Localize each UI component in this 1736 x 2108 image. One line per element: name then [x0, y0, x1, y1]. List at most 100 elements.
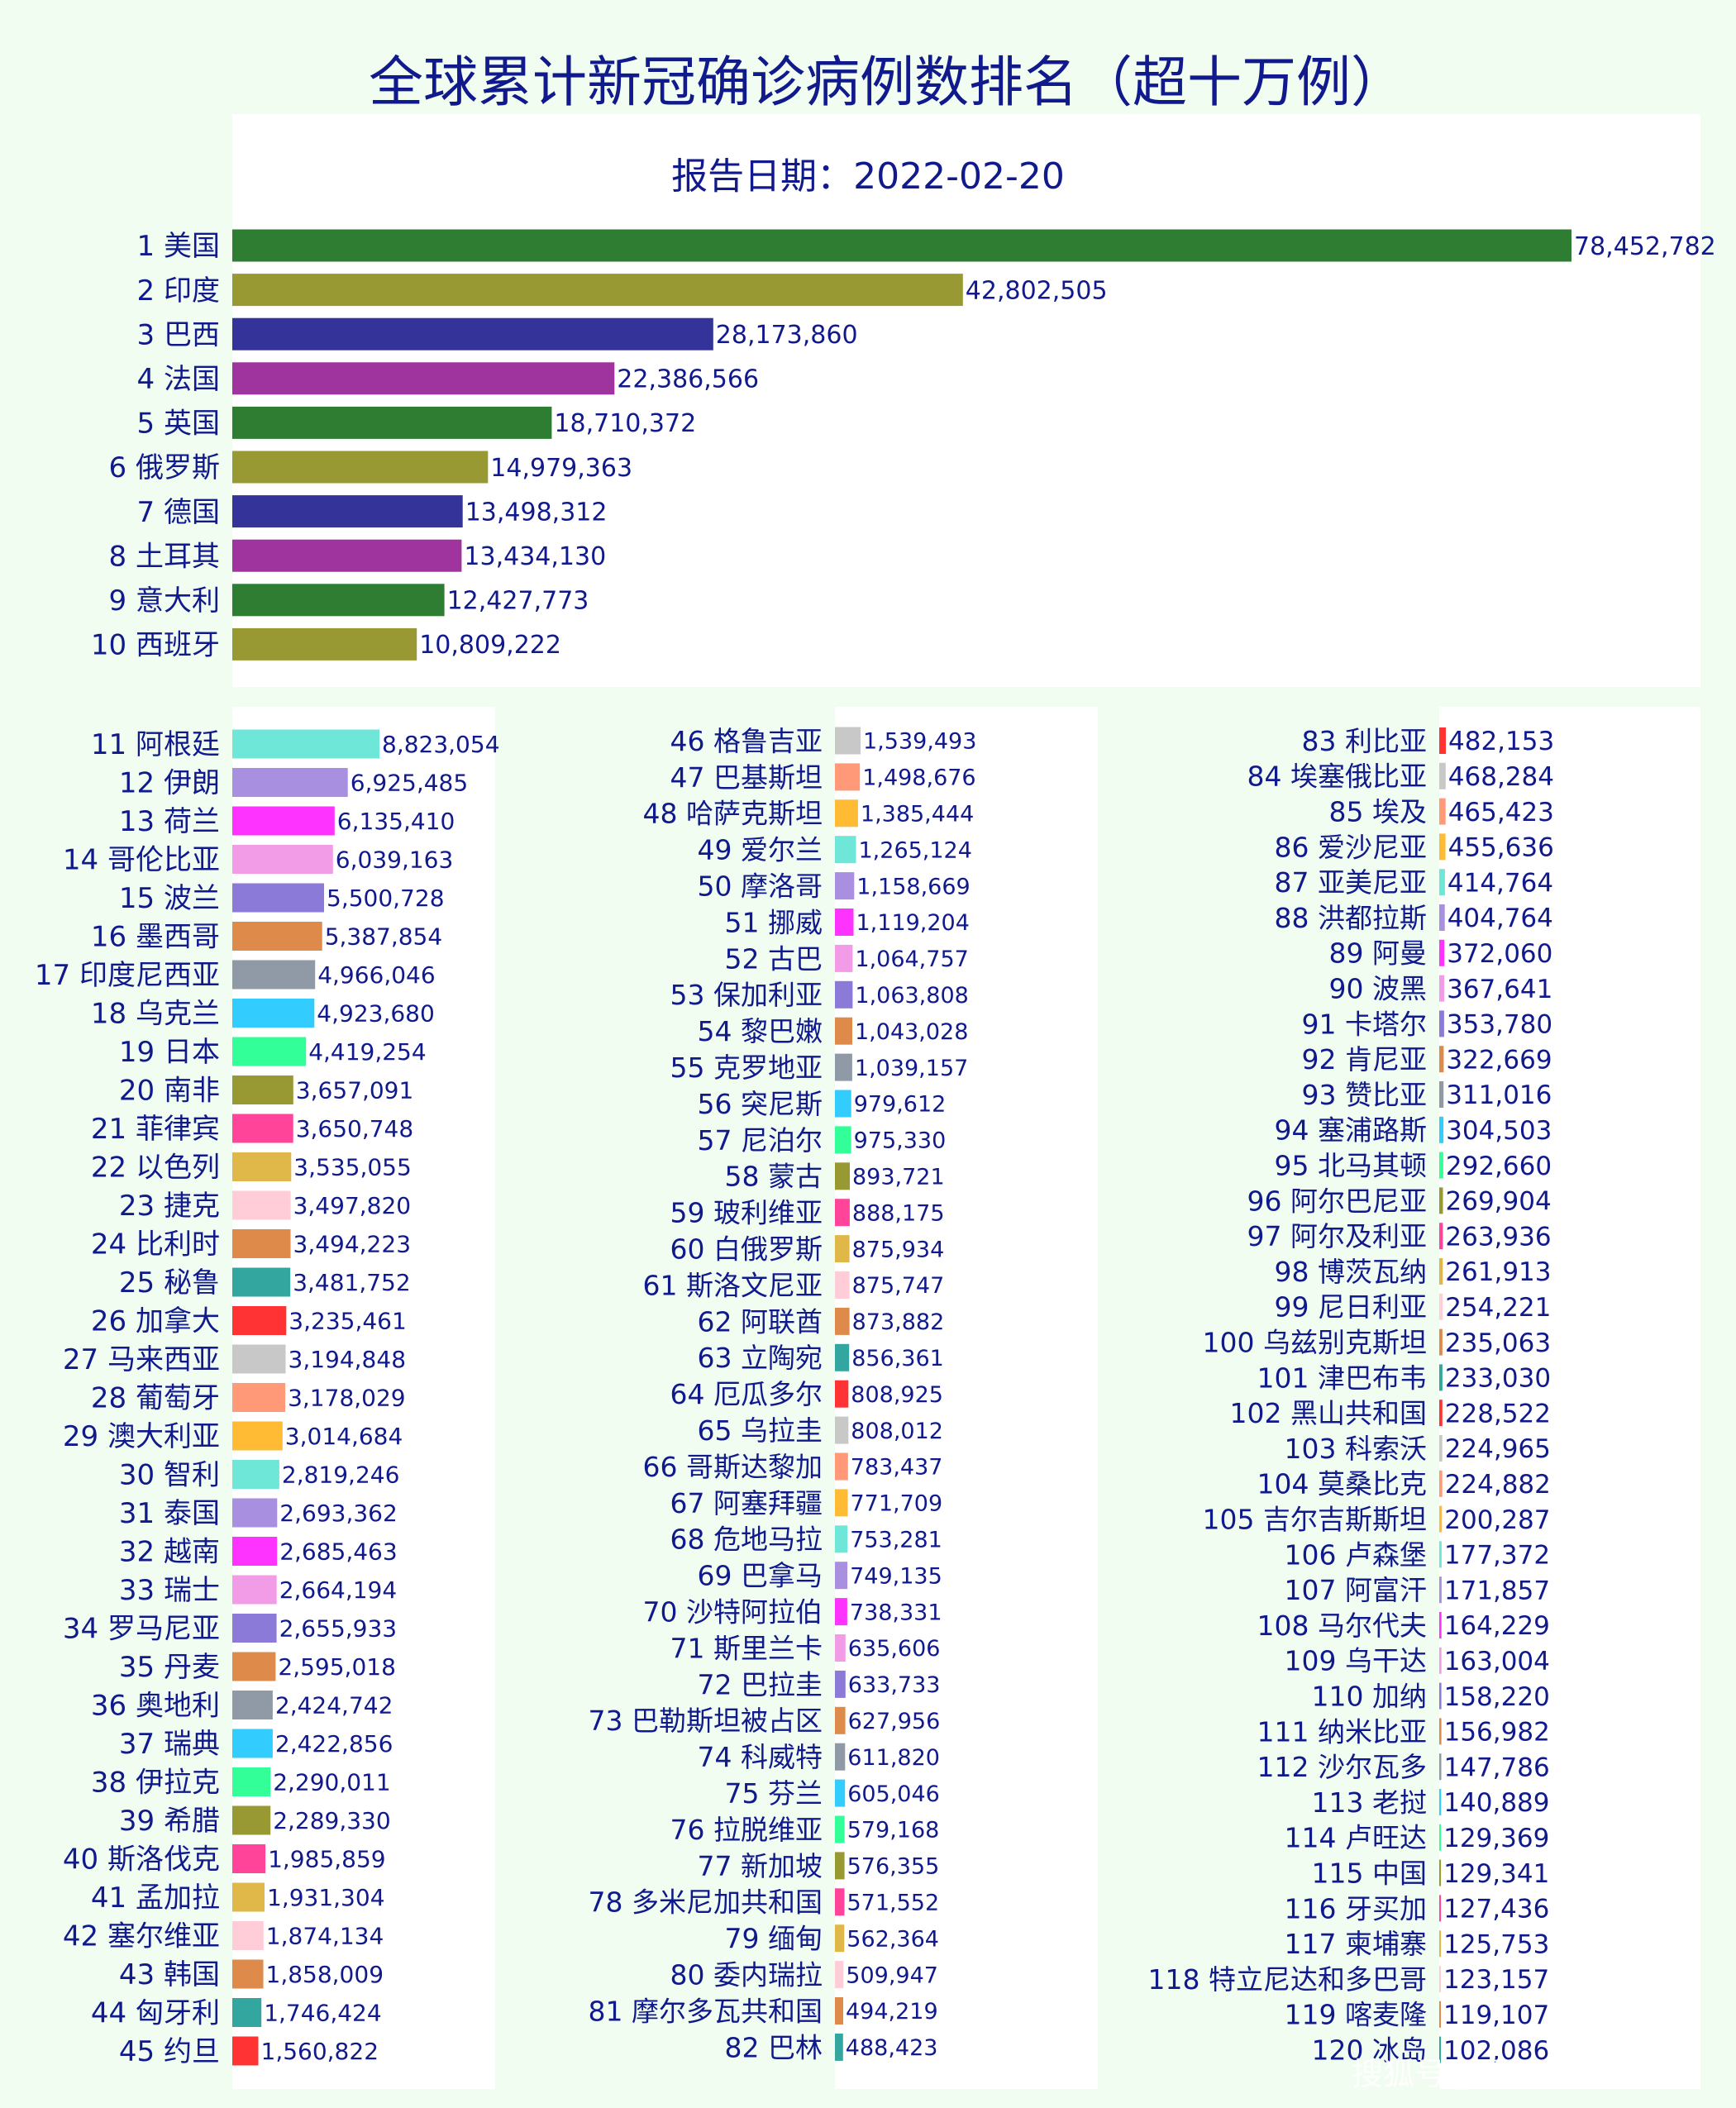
bar	[835, 1598, 847, 1626]
bar-label: 45 约旦	[119, 2035, 220, 2068]
data-label: 171,857	[1444, 1576, 1550, 1605]
bar-label: 28 葡萄牙	[91, 1382, 220, 1415]
bar	[1439, 1081, 1444, 1108]
data-label: 5,387,854	[325, 923, 443, 951]
bar	[1439, 1930, 1442, 1958]
bar-label: 119 喀麦隆	[1285, 1999, 1427, 2031]
bar	[232, 451, 489, 484]
data-label: 102,086	[1443, 2036, 1549, 2066]
data-label: 893,721	[852, 1165, 945, 1190]
bar	[1439, 975, 1445, 1002]
data-label: 292,660	[1446, 1152, 1552, 1181]
data-label: 129,341	[1443, 1859, 1549, 1889]
bar-label: 82 巴林	[725, 2031, 823, 2063]
data-label: 635,606	[848, 1636, 941, 1662]
bar-label: 96 阿尔巴尼亚	[1247, 1185, 1427, 1217]
data-label: 562,364	[847, 1926, 939, 1952]
bar-label: 25 秘鲁	[119, 1266, 220, 1300]
bar-label: 12 伊朗	[119, 767, 220, 800]
bar-label: 41 孟加拉	[91, 1881, 220, 1915]
bar-label: 50 摩洛哥	[698, 870, 823, 903]
data-label: 3,481,752	[293, 1269, 411, 1296]
data-label: 808,925	[851, 1382, 943, 1408]
data-label: 1,043,028	[855, 1019, 968, 1045]
bar-label: 100 乌兹别克斯坦	[1203, 1327, 1427, 1359]
bar-label: 35 丹麦	[119, 1651, 220, 1684]
bar-label: 31 泰国	[119, 1497, 220, 1530]
bar	[835, 1888, 845, 1916]
bar-label: 48 哈萨克斯坦	[643, 798, 823, 830]
bar-label: 7 德国	[137, 496, 220, 529]
data-label: 3,178,029	[288, 1385, 406, 1412]
panel-83-120	[1439, 707, 1700, 2089]
bar	[835, 1815, 845, 1843]
bar	[835, 2033, 843, 2061]
bar-label: 13 荷兰	[119, 805, 220, 838]
data-label: 2,819,246	[282, 1462, 400, 1489]
bar	[835, 1416, 849, 1444]
bar	[232, 1537, 278, 1566]
data-label: 3,535,055	[293, 1154, 412, 1181]
data-label: 12,427,773	[447, 587, 589, 616]
bar-label: 103 科索沃	[1285, 1433, 1427, 1465]
bar	[232, 1729, 273, 1758]
data-label: 875,934	[852, 1237, 945, 1262]
bar-label: 108 马尔代夫	[1257, 1610, 1427, 1642]
data-label: 125,753	[1443, 1929, 1549, 1959]
bar	[232, 729, 379, 759]
bar	[1439, 833, 1446, 861]
data-label: 254,221	[1445, 1293, 1551, 1323]
bar	[232, 806, 335, 836]
data-label: 3,494,223	[293, 1231, 412, 1258]
bar	[232, 274, 963, 307]
data-label: 367,641	[1447, 975, 1552, 1004]
bar-label: 86 爱沙尼亚	[1275, 831, 1427, 863]
bar-label: 99 尼日利亚	[1275, 1291, 1427, 1323]
bar	[232, 2036, 259, 2066]
panel-46-82	[835, 707, 1098, 2089]
bar-label: 21 菲律宾	[91, 1113, 220, 1146]
data-label: 404,764	[1447, 904, 1553, 933]
bar-label: 113 老挝	[1312, 1786, 1427, 1819]
data-label: 979,612	[854, 1092, 947, 1118]
data-label: 200,287	[1444, 1505, 1550, 1535]
bar-label: 11 阿根廷	[91, 728, 220, 761]
bar	[835, 1307, 850, 1335]
bar-label: 1 美国	[137, 230, 220, 263]
bar	[835, 1162, 850, 1190]
data-label: 2,664,194	[279, 1576, 398, 1604]
data-label: 6,039,163	[336, 847, 454, 874]
data-label: 414,764	[1447, 868, 1553, 898]
bar	[232, 1229, 291, 1258]
bar	[1439, 798, 1446, 825]
bar-label: 51 挪威	[725, 906, 823, 938]
data-label: 468,284	[1448, 762, 1554, 792]
data-label: 3,014,684	[285, 1423, 403, 1450]
bar-label: 42 塞尔维亚	[63, 1920, 220, 1953]
bar-label: 85 埃及	[1329, 796, 1427, 828]
bar	[1439, 1223, 1443, 1250]
data-label: 1,985,859	[268, 1846, 386, 1873]
data-label: 8,823,054	[382, 731, 500, 758]
bar-label: 69 巴拿马	[698, 1560, 823, 1592]
data-label: 3,497,820	[293, 1192, 412, 1219]
bar-label: 73 巴勒斯坦被占区	[589, 1705, 823, 1737]
bar	[1439, 1824, 1442, 1851]
bar	[1439, 1753, 1442, 1781]
bar-label: 90 波黑	[1329, 973, 1427, 1005]
bar	[232, 1460, 279, 1489]
data-label: 856,361	[851, 1346, 944, 1371]
bar	[1439, 869, 1445, 896]
panel-top10	[232, 114, 1700, 687]
bar	[835, 909, 854, 936]
bar	[1439, 1718, 1442, 1745]
bar-label: 54 黎巴嫩	[698, 1015, 823, 1047]
bar	[835, 1525, 848, 1553]
data-label: 2,424,742	[275, 1692, 393, 1719]
bar	[232, 845, 333, 874]
data-label: 3,650,748	[296, 1115, 414, 1142]
bar-label: 38 伊拉克	[91, 1767, 220, 1800]
bar-label: 6 俄罗斯	[109, 451, 220, 484]
data-label: 1,560,822	[261, 2038, 379, 2065]
